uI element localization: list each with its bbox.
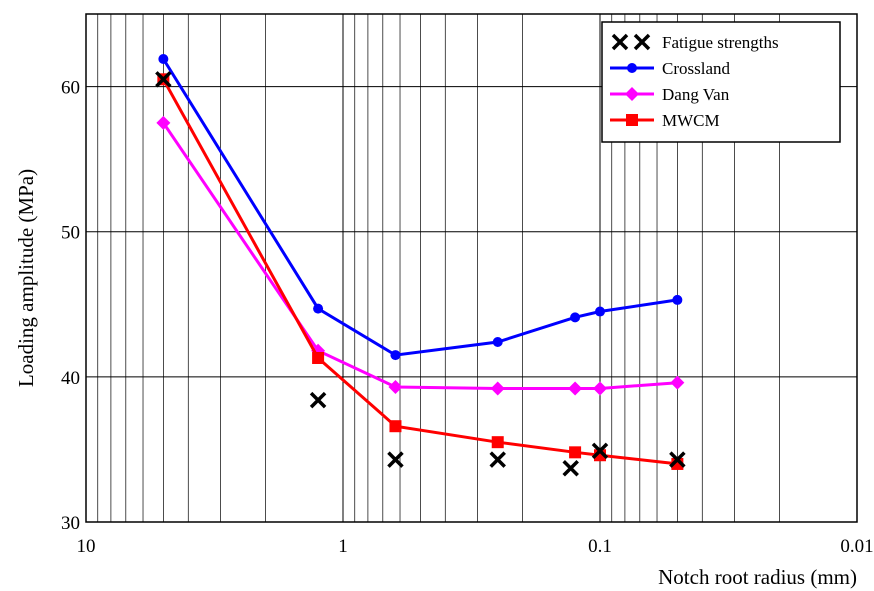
series-fatigue-strengths	[155, 71, 686, 477]
data-point	[670, 375, 685, 390]
data-point	[389, 420, 402, 433]
data-point	[568, 381, 583, 396]
legend-marker	[627, 63, 637, 73]
data-point	[313, 303, 324, 314]
data-point	[562, 460, 579, 477]
data-point	[156, 115, 171, 130]
legend-label: Dang Van	[662, 85, 730, 104]
legend-marker	[626, 114, 638, 126]
series-layer	[155, 53, 686, 477]
data-point	[158, 53, 169, 64]
data-point	[489, 451, 506, 468]
y-axis-label: Loading amplitude (MPa)	[14, 169, 38, 387]
x-tick-label: 10	[77, 536, 96, 557]
legend-item: Crossland	[610, 59, 731, 78]
data-point	[593, 381, 607, 396]
x-tick-label: 0.01	[840, 536, 873, 557]
data-point	[491, 436, 504, 449]
data-point	[490, 381, 505, 396]
series-crossland	[158, 53, 683, 361]
data-point	[569, 446, 582, 459]
x-axis-label: Notch root radius (mm)	[658, 565, 857, 589]
data-point	[595, 306, 605, 317]
series-mwcm	[157, 73, 684, 470]
data-point	[388, 380, 403, 395]
y-tick-label: 60	[61, 78, 80, 99]
legend-item: Dang Van	[610, 85, 730, 104]
legend-item: MWCM	[610, 111, 720, 130]
legend-item: Fatigue strengths	[611, 33, 779, 52]
data-point	[390, 350, 401, 361]
legend-marker	[625, 87, 639, 101]
data-point	[309, 391, 327, 409]
legend-marker	[633, 33, 651, 51]
tick-labels: 10 1 0.1 0.01 30 40 50 60	[61, 78, 874, 557]
data-point	[669, 451, 686, 468]
plot-frame	[85, 13, 858, 523]
x-tick-label: 1	[338, 536, 348, 557]
data-point	[570, 312, 581, 323]
data-point	[312, 351, 325, 364]
x-tick-label: 0.1	[588, 536, 612, 557]
data-point	[591, 442, 609, 460]
data-point	[672, 294, 683, 305]
legend-label: MWCM	[662, 111, 720, 130]
legend-label: Crossland	[662, 59, 731, 78]
legend-label: Fatigue strengths	[662, 33, 779, 52]
y-tick-label: 40	[61, 368, 80, 389]
legend-marker	[611, 33, 629, 51]
data-point	[155, 71, 172, 88]
data-point	[387, 451, 404, 468]
legend: Fatigue strengths Crossland Dang Van MWCM	[601, 21, 841, 143]
y-tick-label: 30	[61, 513, 80, 534]
data-point	[492, 337, 503, 348]
y-tick-label: 50	[61, 223, 80, 244]
